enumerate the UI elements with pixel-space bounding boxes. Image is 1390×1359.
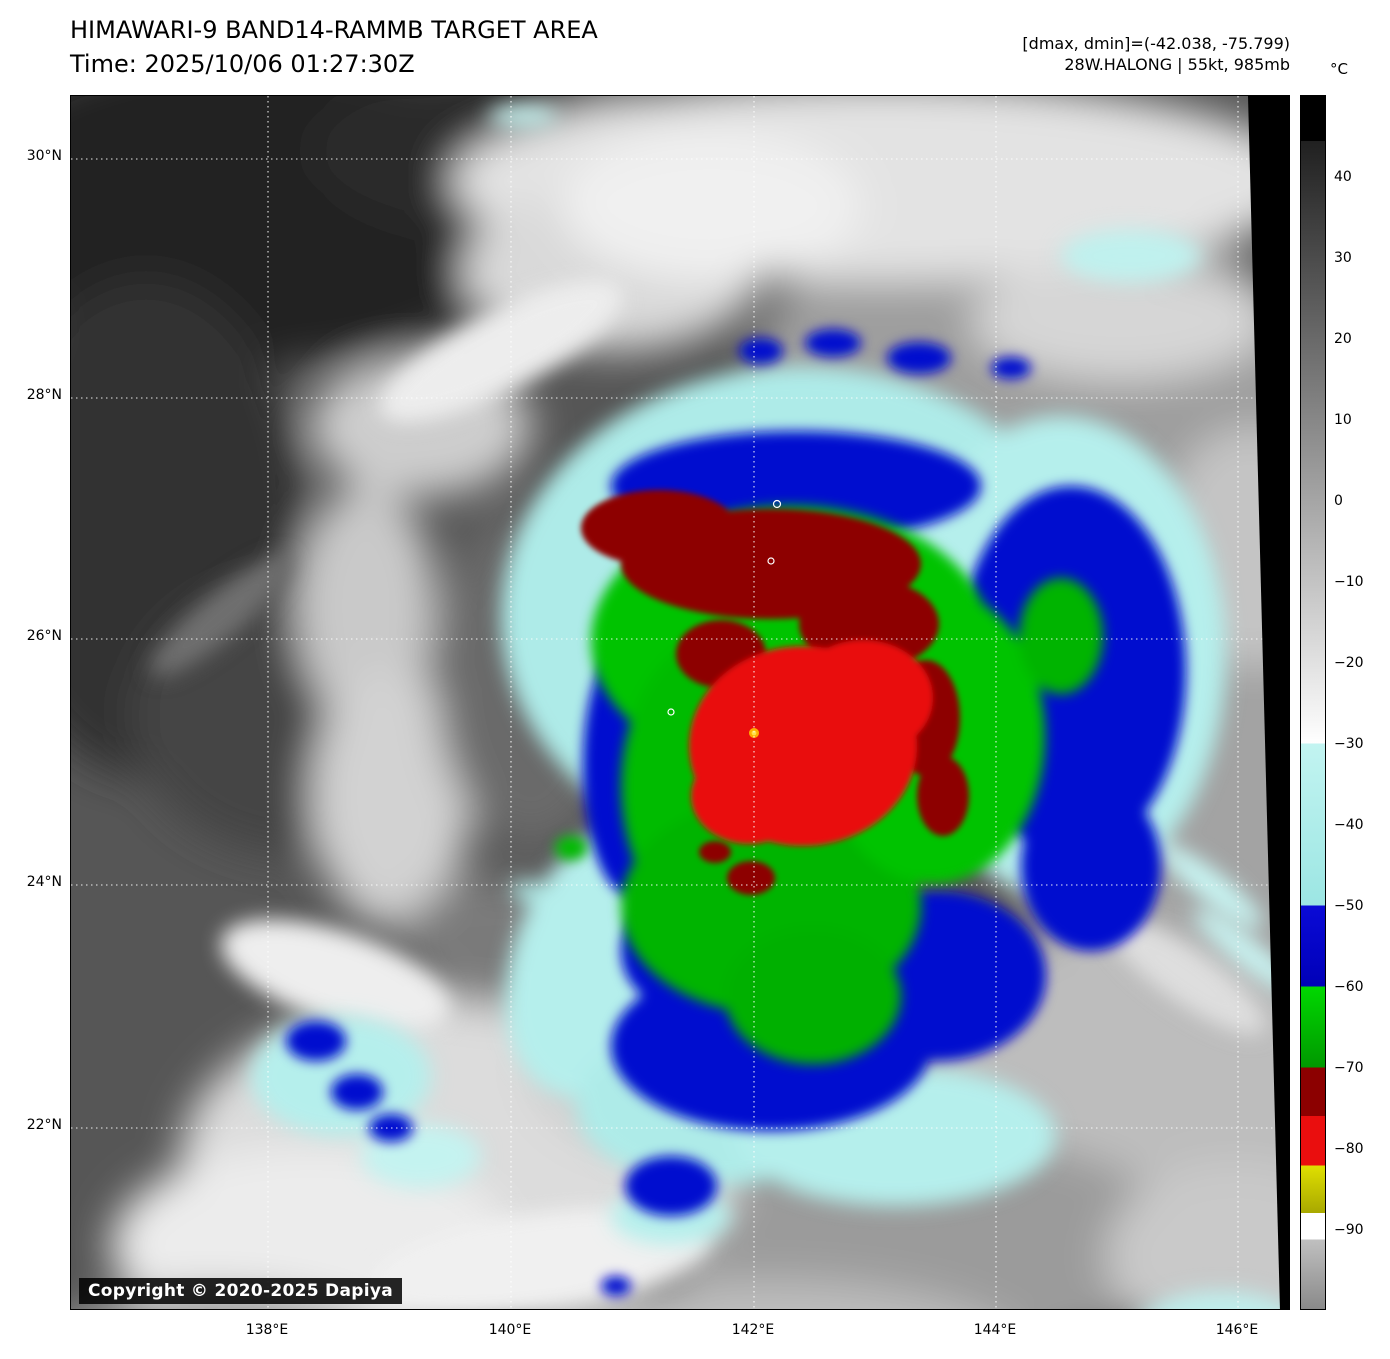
gridlines [71, 96, 1289, 1309]
colorbar-tick: −40 [1334, 817, 1364, 833]
colorbar-tick: 20 [1334, 331, 1352, 347]
colorbar-tick: 0 [1334, 493, 1343, 509]
colorbar [1300, 95, 1326, 1310]
no-data-wedge [1248, 96, 1289, 1309]
satellite-imagery [71, 96, 1289, 1309]
satellite-map: Copyright © 2020-2025 Dapiya [70, 95, 1290, 1310]
contour-marks [667, 499, 782, 716]
storm-center-marker [749, 728, 759, 738]
lon-label-140e: 140°E [488, 1322, 532, 1338]
colorbar-tick: −80 [1334, 1141, 1364, 1157]
lon-label-138e: 138°E [245, 1322, 289, 1338]
lon-label-144e: 144°E [973, 1322, 1017, 1338]
colorbar-tick: −60 [1334, 979, 1364, 995]
page-title: HIMAWARI-9 BAND14-RAMMB TARGET AREA [70, 16, 598, 44]
colorbar-tick: −30 [1334, 736, 1364, 752]
storm-info: 28W.HALONG | 55kt, 985mb [1064, 55, 1290, 74]
colorbar-tick: −20 [1334, 655, 1364, 671]
colorbar-tick: 40 [1334, 169, 1352, 185]
timestamp: Time: 2025/10/06 01:27:30Z [70, 50, 415, 78]
colorbar-tick: −90 [1334, 1222, 1364, 1238]
colorbar-unit: °C [1330, 60, 1348, 78]
colorbar-tick: 30 [1334, 250, 1352, 266]
colorbar-tick: −70 [1334, 1060, 1364, 1076]
dmax-dmin-readout: [dmax, dmin]=(-42.038, -75.799) [1022, 34, 1290, 53]
lon-label-142e: 142°E [731, 1322, 775, 1338]
header-right-info: [dmax, dmin]=(-42.038, -75.799) 28W.HALO… [1022, 33, 1290, 75]
lat-label-24n: 24°N [26, 874, 62, 890]
colorbar-tick: −10 [1334, 574, 1364, 590]
colorbar-tick: −50 [1334, 898, 1364, 914]
lon-label-146e: 146°E [1215, 1322, 1259, 1338]
lat-label-30n: 30°N [26, 148, 62, 164]
storm-red-core [689, 640, 933, 846]
lat-label-22n: 22°N [26, 1117, 62, 1133]
copyright: Copyright © 2020-2025 Dapiya [79, 1278, 402, 1304]
lat-label-26n: 26°N [26, 628, 62, 644]
lat-label-28n: 28°N [26, 387, 62, 403]
colorbar-tick: 10 [1334, 412, 1352, 428]
